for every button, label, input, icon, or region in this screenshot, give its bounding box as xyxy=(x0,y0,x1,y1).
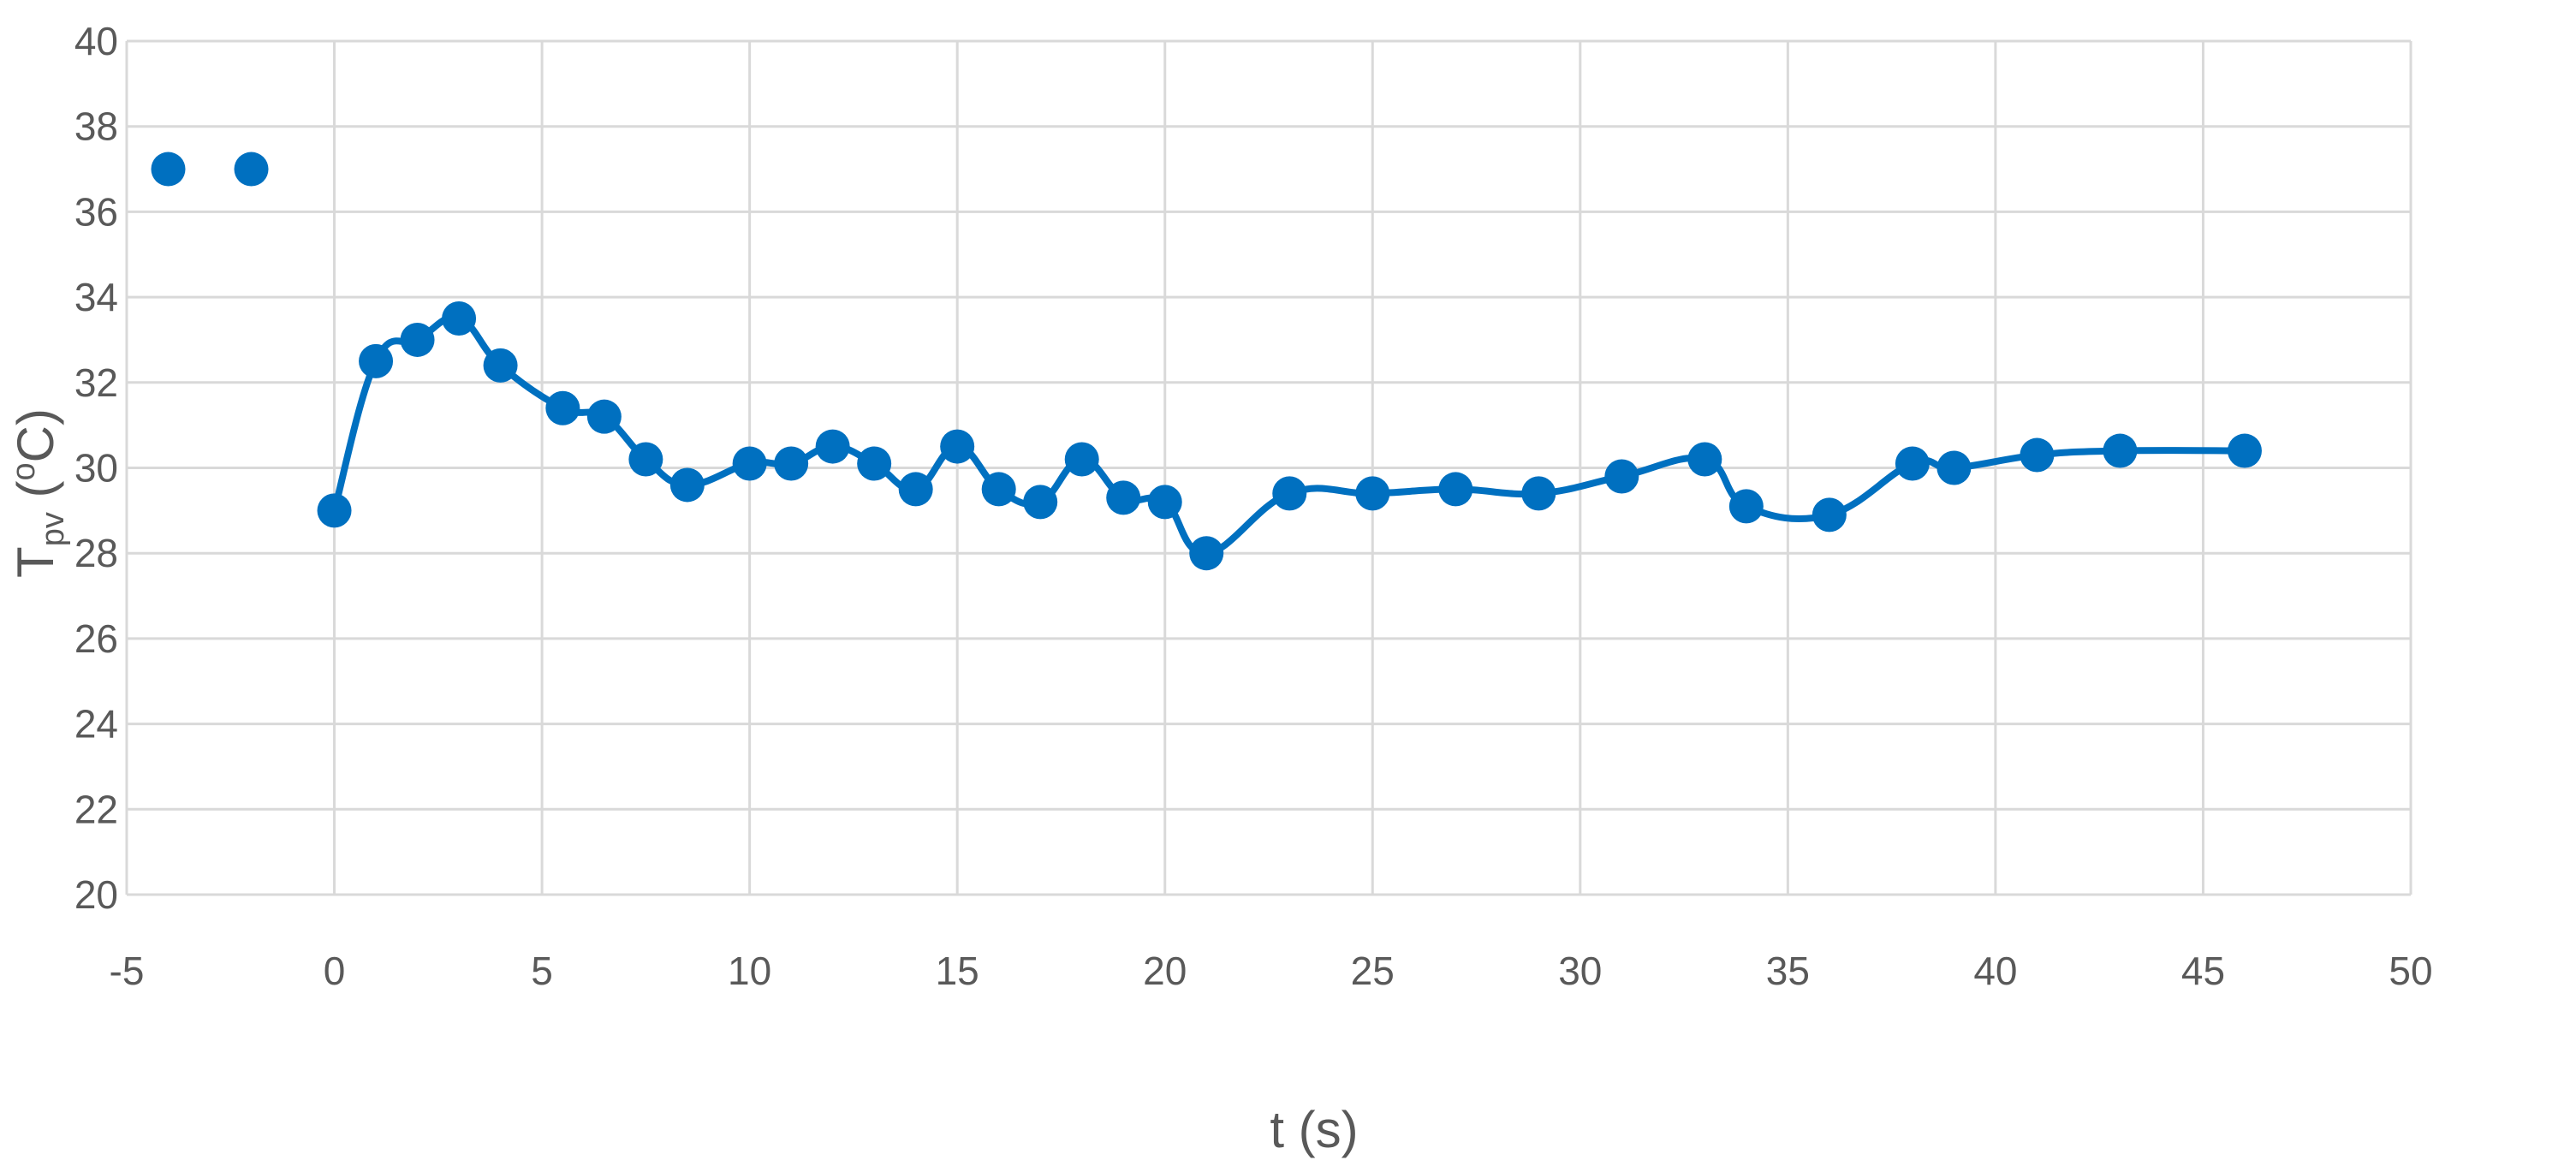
data-point xyxy=(483,348,518,383)
series-line xyxy=(330,314,2245,557)
data-point xyxy=(1189,536,1224,571)
y-tick-label: 34 xyxy=(74,275,118,319)
y-tick-label: 36 xyxy=(74,189,118,234)
y-tick-label: 26 xyxy=(74,616,118,661)
y-tick-label: 28 xyxy=(74,531,118,575)
x-tick-label: 35 xyxy=(1766,949,1810,993)
x-tick-label: 10 xyxy=(728,949,771,993)
y-axis-title-main: T xyxy=(7,546,64,578)
data-point xyxy=(1687,442,1722,477)
x-tick-label: 50 xyxy=(2389,949,2432,993)
y-axis-title-sub: pv xyxy=(35,512,71,546)
grid xyxy=(125,39,2412,896)
y-tick-label: 20 xyxy=(74,872,118,917)
data-point xyxy=(1812,497,1847,532)
data-point xyxy=(442,301,477,336)
x-tick-label: 5 xyxy=(531,949,553,993)
data-point xyxy=(1728,489,1764,524)
data-point xyxy=(732,446,767,481)
data-point xyxy=(774,446,809,481)
y-axis-title-open: ( xyxy=(7,480,64,512)
y-tick-label: 22 xyxy=(74,787,118,831)
data-point xyxy=(1106,480,1141,515)
data-point xyxy=(151,152,186,187)
data-point xyxy=(400,322,435,357)
y-axis-title-unit: C) xyxy=(7,408,64,462)
data-point xyxy=(669,467,705,503)
data-point xyxy=(857,446,892,481)
y-tick-label: 38 xyxy=(74,104,118,149)
y-tick-label: 32 xyxy=(74,360,118,405)
data-point xyxy=(545,390,580,425)
data-point xyxy=(586,399,622,434)
data-point xyxy=(898,472,933,507)
data-point xyxy=(1521,476,1556,511)
x-tick-label: 15 xyxy=(936,949,979,993)
data-point xyxy=(1147,485,1182,520)
x-tick-label: 0 xyxy=(324,949,346,993)
data-point xyxy=(1604,459,1639,494)
x-axis-title: t (s) xyxy=(1270,1101,1358,1158)
data-point xyxy=(1272,476,1307,511)
data-point xyxy=(1064,442,1099,477)
data-point xyxy=(359,343,394,378)
data-point xyxy=(940,429,975,464)
y-axis-title: Tpv (oC) xyxy=(6,408,71,578)
data-point xyxy=(2227,433,2262,468)
x-tick-label: -5 xyxy=(110,949,145,993)
data-point xyxy=(2103,433,2138,468)
data-point xyxy=(1438,472,1473,507)
x-tick-label: 45 xyxy=(2181,949,2225,993)
data-point xyxy=(234,152,269,187)
y-tick-label: 40 xyxy=(74,19,118,63)
tick-labels: 20 22 24 26 28 30 32 34 36 38 40 -5 0 5 10 15 20 25 30 35 40… xyxy=(74,19,2433,993)
x-tick-label: 25 xyxy=(1351,949,1395,993)
data-point xyxy=(2020,437,2055,473)
data-point xyxy=(981,472,1016,507)
data-point xyxy=(1023,485,1058,520)
data-point xyxy=(815,429,850,464)
y-tick-label: 24 xyxy=(74,702,118,747)
x-tick-label: 40 xyxy=(1973,949,2017,993)
x-tick-label: 30 xyxy=(1558,949,1602,993)
data-point xyxy=(1936,450,1972,485)
y-axis-title-sup: o xyxy=(6,462,42,480)
y-tick-label: 30 xyxy=(74,446,118,491)
data-point xyxy=(317,493,352,528)
x-tick-label: 20 xyxy=(1143,949,1187,993)
series xyxy=(151,152,2262,571)
data-point xyxy=(628,442,663,477)
data-point xyxy=(1895,446,1930,481)
data-point xyxy=(1355,476,1390,511)
